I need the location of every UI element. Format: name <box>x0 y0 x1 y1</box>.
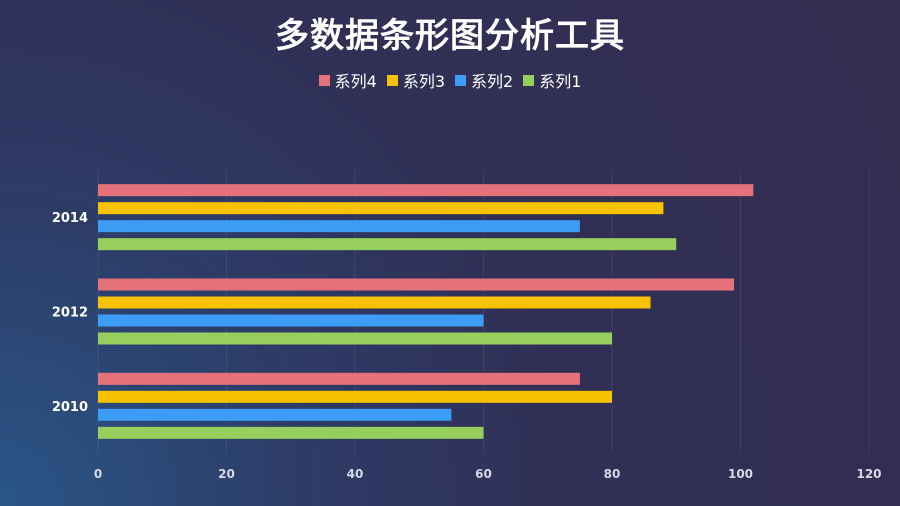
axis-labels: 0 20 40 60 80 100 120 2010 2012 2014 <box>52 211 882 481</box>
x-tick-label-100: 100 <box>728 467 753 481</box>
legend-item-series3: 系列3 <box>386 68 445 92</box>
legend-label-series2: 系列2 <box>471 72 514 91</box>
legend-item-series2: 系列2 <box>455 68 513 92</box>
legend-swatch-series1 <box>523 74 535 86</box>
y-category-label-2014: 2014 <box>52 211 88 226</box>
x-tick-label-40: 40 <box>347 467 364 481</box>
y-category-label-2012: 2012 <box>52 306 88 321</box>
chart-title: 多数据条形图分析工具 <box>275 16 625 56</box>
bar-2012-系列3 <box>98 296 651 309</box>
bar-2014-系列1 <box>98 238 677 251</box>
x-tick-label-60: 60 <box>475 467 492 481</box>
bar-2014-系列2 <box>98 220 580 233</box>
legend-label-series3: 系列3 <box>402 72 445 91</box>
bar-2014-系列3 <box>98 202 664 215</box>
bar-2010-系列1 <box>98 426 484 439</box>
legend-swatch-series3 <box>386 74 398 86</box>
x-tick-label-80: 80 <box>604 467 621 481</box>
x-tick-label-120: 120 <box>856 467 881 481</box>
x-tick-label-0: 0 <box>94 467 102 481</box>
bar-2012-系列4 <box>98 278 735 291</box>
bar-2012-系列2 <box>98 314 484 327</box>
bar-2010-系列3 <box>98 390 612 403</box>
grid-lines <box>97 170 870 453</box>
y-category-label-2010: 2010 <box>52 400 88 415</box>
legend-swatch-series2 <box>455 74 466 86</box>
legend-item-series1: 系列1 <box>523 68 581 92</box>
bars <box>98 184 754 439</box>
legend-item-series4: 系列4 <box>318 68 377 92</box>
bar-2010-系列4 <box>98 372 580 385</box>
chart-legend: 系列4 系列3 系列2 系列1 <box>0 68 900 92</box>
bar-2014-系列4 <box>98 184 754 197</box>
bar-2010-系列2 <box>98 408 452 421</box>
legend-label-series4: 系列4 <box>334 72 377 91</box>
legend-swatch-series4 <box>318 74 330 86</box>
bar-2012-系列1 <box>98 332 612 345</box>
legend-label-series1: 系列1 <box>539 72 582 91</box>
x-tick-label-20: 20 <box>218 467 235 481</box>
